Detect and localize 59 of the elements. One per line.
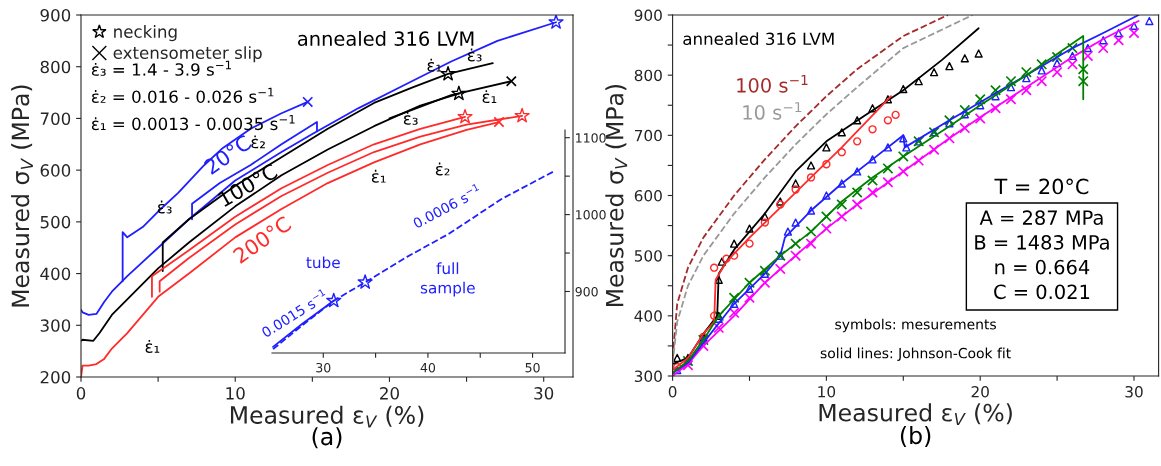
y-tick-label: 900 — [40, 8, 71, 22]
annotation: ε̇₁ — [427, 58, 442, 72]
annotation: ε̇₂ — [435, 162, 450, 176]
y-tick-label: 400 — [634, 310, 662, 322]
text: (a) — [312, 427, 342, 449]
y-axis-title: Measured σ$_{V}$ (MPa) — [11, 85, 33, 307]
x-tick-label: 10 — [226, 387, 245, 400]
x-tick-label: 30 — [316, 362, 331, 373]
y-tick-label: 900 — [634, 9, 662, 22]
annotation: annealed 316 LVM — [298, 30, 474, 46]
annotation: 100 s$^{−1}$ — [737, 75, 808, 93]
y-tick-label: 500 — [40, 215, 71, 229]
x-tick-label: 50 — [525, 362, 540, 373]
annotation: solid lines: Johnson-Cook fit — [820, 347, 1011, 361]
x-tick-label: 40 — [420, 362, 436, 373]
y-tick-label: 1100 — [576, 133, 606, 143]
x-axis-title: Measured ε$_{V}$ (%) — [819, 403, 1012, 426]
y-tick-label: 800 — [634, 69, 662, 82]
annotation: tube — [306, 256, 340, 269]
y-tick-label: 300 — [40, 319, 71, 332]
x-tick-label: 30 — [534, 387, 554, 400]
annotation: annealed 316 LVM — [683, 32, 834, 46]
y-tick-label: 700 — [634, 129, 662, 142]
annotation: ε̇₃ — [467, 48, 482, 62]
y-axis-title: Measured σ$_{V}$ (MPa) — [605, 84, 628, 307]
y-tick-label: 200 — [40, 370, 71, 384]
annotation: 0.0015 s$^{−1}$ — [259, 288, 329, 338]
annotation: ε̇₁ — [371, 169, 386, 183]
annotation: symbols: mesurements — [835, 318, 996, 333]
annotation: full sample — [420, 262, 475, 297]
x-tick-label: 0 — [668, 385, 677, 398]
annotation: 0.0006 s$^{−1}$ — [411, 183, 482, 229]
annotation: ε̇₂ = 0.016 - 0.026 s$^{−1}$ — [91, 87, 274, 103]
annotation: ε̇₂ — [251, 135, 265, 149]
x-tick-label: 0 — [76, 387, 86, 400]
y-tick-label: 900 — [575, 286, 598, 297]
y-tick-label: 600 — [634, 189, 662, 202]
x-tick-label: 20 — [380, 387, 399, 400]
y-tick-label: 800 — [40, 60, 71, 74]
y-tick-label: 500 — [634, 250, 662, 262]
annotation: ε̇₃ = 1.4 - 3.9 s$^{−1}$ — [91, 60, 231, 76]
annotation: ε̇₁ = 0.0013 - 0.0035 s$^{−1}$ — [91, 115, 295, 131]
annotation: ε̇₁ — [145, 339, 160, 353]
annotation: ε̇₁ — [482, 90, 497, 104]
annotation: A = 287 MPa B = 1483 MPa n = 0.664 C = 0.021 — [975, 210, 1109, 300]
y-tick-label: 400 — [40, 267, 71, 281]
annotation: T = 20°C — [994, 178, 1089, 195]
x-tick-label: 30 — [1125, 385, 1143, 398]
annotation: 10 s$^{−1}$ — [743, 102, 802, 120]
y-tick-label: 600 — [40, 164, 71, 177]
y-tick-label: 300 — [634, 370, 662, 383]
legend-label: necking — [114, 25, 177, 42]
x-tick-label: 20 — [971, 385, 989, 398]
annotation: ε̇₃ — [403, 111, 418, 125]
x-tick-label: 10 — [818, 385, 836, 398]
y-tick-label: 700 — [40, 112, 71, 125]
text: (b) — [900, 425, 931, 447]
x-axis-title: Measured ε$_{V}$ (%) — [230, 405, 424, 428]
y-tick-label: 1000 — [576, 210, 606, 220]
